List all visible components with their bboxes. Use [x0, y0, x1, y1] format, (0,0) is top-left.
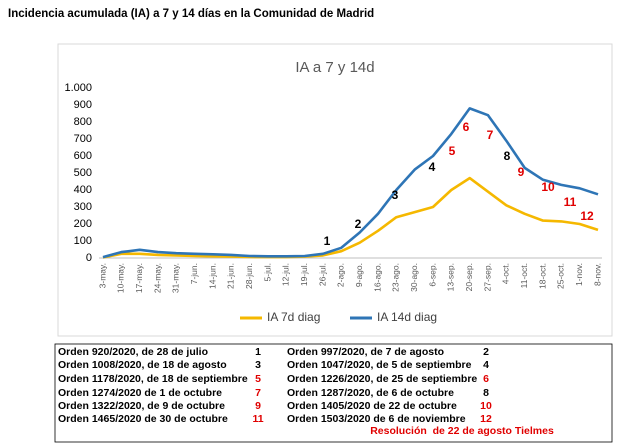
order-number: 1	[255, 346, 261, 358]
x-tick-label: 24-may.	[152, 263, 162, 293]
x-tick-label: 20-sep.	[464, 263, 474, 291]
order-text: Orden 1405/2020 de 22 de octubre	[287, 400, 457, 412]
x-tick-label: 13-sep.	[446, 263, 456, 291]
annotation: 2	[355, 217, 362, 231]
order-number: 10	[480, 400, 492, 412]
order-text: Orden 1047/2020, de 5 de septiembre	[287, 359, 472, 371]
order-number: 2	[483, 346, 489, 358]
order-text: Orden 1287/2020, de 6 de octubre	[287, 387, 454, 399]
order-text: Orden 1178/2020, de 18 de septiembre	[58, 373, 248, 385]
x-tick-label: 18-oct.	[537, 263, 547, 289]
order-text: Orden 1274/2020 de 1 de octubre	[58, 387, 222, 399]
order-number: 9	[255, 400, 261, 412]
annotation: 6	[463, 120, 470, 134]
y-tick-label: 200	[74, 218, 92, 230]
x-tick-label: 2-ago.	[336, 263, 346, 287]
annotation: 11	[564, 195, 577, 209]
order-number: 11	[252, 413, 263, 425]
series-line	[102, 176, 599, 259]
x-tick-label: 27-sep.	[482, 263, 492, 291]
order-number: 6	[483, 373, 489, 385]
y-tick-label: 800	[74, 116, 92, 128]
order-number: 8	[483, 387, 489, 399]
annotation: 10	[541, 180, 555, 194]
x-tick-label: 1-nov.	[574, 263, 584, 286]
x-tick-label: 11-oct.	[519, 263, 529, 288]
order-text: Orden 1226/2020, de 25 de septiembre	[287, 373, 477, 385]
y-tick-label: 900	[74, 99, 92, 111]
x-tick-label: 7-jun.	[189, 263, 199, 284]
y-tick-label: 1.000	[64, 82, 92, 94]
chart-title: IA a 7 y 14d	[295, 59, 374, 76]
x-tick-label: 6-sep.	[427, 263, 437, 287]
x-tick-label: 10-may.	[116, 263, 126, 293]
y-tick-label: 500	[74, 167, 92, 179]
annotation: 5	[449, 144, 456, 158]
x-tick-label: 12-jul.	[281, 263, 291, 286]
x-tick-label: 3-may.	[97, 263, 107, 288]
order-number: 5	[255, 373, 261, 385]
x-tick-label: 31-may.	[171, 263, 181, 293]
y-tick-label: 0	[86, 252, 92, 264]
annotation: 8	[504, 149, 511, 163]
order-number: 12	[480, 413, 492, 425]
page-title: Incidencia acumulada (IA) a 7 y 14 días …	[8, 8, 374, 20]
x-tick-label: 19-jul.	[299, 263, 309, 286]
annotation: 4	[429, 160, 436, 174]
y-tick-label: 300	[74, 201, 92, 213]
x-tick-label: 9-ago.	[354, 263, 364, 287]
x-tick-label: 14-jun.	[207, 263, 217, 289]
order-text: Orden 1465/2020 de 30 de octubre	[58, 413, 228, 425]
y-tick-label: 400	[74, 184, 92, 196]
annotation: 3	[392, 188, 399, 202]
series-line	[102, 107, 599, 259]
x-tick-label: 21-jun.	[226, 263, 236, 289]
order-text: Orden 997/2020, de 7 de agosto	[287, 346, 444, 358]
x-tick-label: 26-jul.	[317, 263, 327, 286]
order-text: Orden 1008/2020, de 18 de agosto	[58, 359, 227, 371]
order-number: 3	[255, 359, 261, 371]
order-text: Orden 1322/2020, de 9 de octubre	[58, 400, 225, 412]
orders-frame	[54, 343, 613, 443]
x-tick-label: 28-jun.	[244, 263, 254, 289]
x-tick-label: 23-ago.	[391, 263, 401, 292]
chart-frame	[57, 43, 613, 337]
x-tick-label: 4-oct.	[501, 263, 511, 284]
x-tick-label: 16-ago.	[372, 263, 382, 292]
x-tick-label: 8-nov.	[592, 263, 602, 286]
x-tick-label: 17-may.	[134, 263, 144, 293]
x-tick-label: 25-oct.	[556, 263, 566, 289]
orders-footer: Resolución de 22 de agosto Tielmes	[370, 425, 554, 437]
order-number: 4	[483, 359, 489, 371]
order-text: Orden 920/2020, de 28 de julio	[58, 346, 208, 358]
order-text: Orden 1503/2020 de 6 de noviembre	[287, 413, 466, 425]
order-number: 7	[255, 387, 261, 399]
y-tick-label: 600	[74, 150, 92, 162]
annotation: 7	[487, 128, 494, 142]
y-tick-label: 100	[74, 235, 92, 247]
y-tick-label: 700	[74, 133, 92, 145]
x-tick-label: 30-ago.	[409, 263, 419, 292]
legend-label: IA 7d diag	[267, 310, 320, 324]
annotation: 9	[518, 165, 525, 179]
x-tick-label: 5-jul.	[262, 263, 272, 281]
annotation: 12	[580, 209, 594, 223]
legend-label: IA 14d diag	[377, 310, 437, 324]
annotation: 1	[324, 234, 331, 248]
